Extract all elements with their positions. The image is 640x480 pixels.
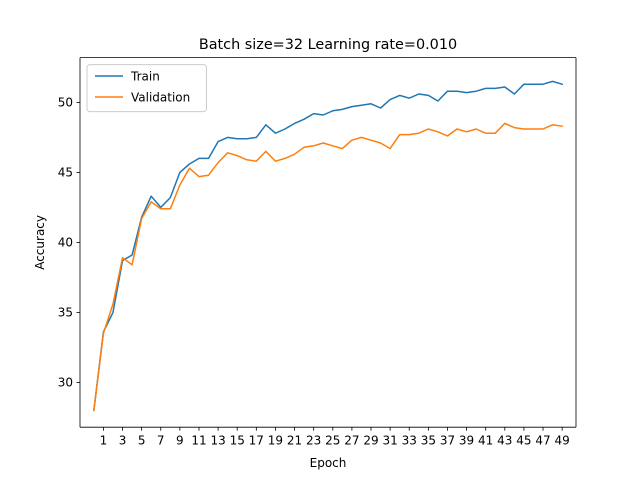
x-tick-label: 47 — [535, 434, 550, 448]
x-tick-label: 15 — [230, 434, 245, 448]
x-tick-label: 27 — [344, 434, 359, 448]
x-tick-label: 1 — [100, 434, 108, 448]
x-tick-label: 23 — [306, 434, 321, 448]
y-tick-label: 30 — [58, 376, 73, 390]
series-line-validation — [93, 122, 563, 412]
y-tick-label: 35 — [58, 306, 73, 320]
x-tick-label: 41 — [478, 434, 493, 448]
legend-label-validation: Validation — [131, 91, 190, 105]
x-tick-label: 29 — [363, 434, 378, 448]
x-tick-label: 25 — [325, 434, 340, 448]
axes-background — [80, 57, 576, 428]
x-tick-label: 21 — [287, 434, 302, 448]
series-line-train — [93, 80, 564, 412]
legend: Train Validation — [86, 64, 207, 113]
y-axis-label: Accuracy — [33, 215, 47, 270]
x-tick-label: 31 — [382, 434, 397, 448]
x-tick-label: 5 — [138, 434, 146, 448]
y-tick-label: 50 — [58, 96, 73, 110]
y-tick-label: 45 — [58, 166, 73, 180]
x-tick-label: 3 — [119, 434, 127, 448]
x-tick-label: 33 — [402, 434, 417, 448]
y-tick-label: 40 — [58, 236, 73, 250]
x-tick-label: 17 — [249, 434, 264, 448]
x-tick-label: 43 — [497, 434, 512, 448]
y-axis-ticks: 30 35 40 45 50 — [58, 96, 80, 390]
x-axis-label: Epoch — [310, 456, 347, 470]
x-axis-ticks: 1 3 5 7 9 11 13 15 17 19 21 23 25 27 29 31 33 35 37 39 41 43 4… — [100, 427, 570, 448]
x-tick-label: 7 — [157, 434, 165, 448]
x-tick-label: 35 — [421, 434, 436, 448]
legend-label-train: Train — [130, 70, 160, 84]
x-tick-label: 11 — [191, 434, 206, 448]
plot-area — [80, 57, 576, 428]
x-tick-label: 49 — [555, 434, 570, 448]
x-tick-label: 37 — [440, 434, 455, 448]
chart-title: Batch size=32 Learning rate=0.010 — [199, 37, 457, 53]
x-tick-label: 45 — [516, 434, 531, 448]
x-tick-label: 19 — [268, 434, 283, 448]
x-tick-label: 13 — [210, 434, 225, 448]
series-layer — [93, 80, 564, 412]
x-tick-label: 9 — [176, 434, 184, 448]
x-tick-label: 39 — [459, 434, 474, 448]
